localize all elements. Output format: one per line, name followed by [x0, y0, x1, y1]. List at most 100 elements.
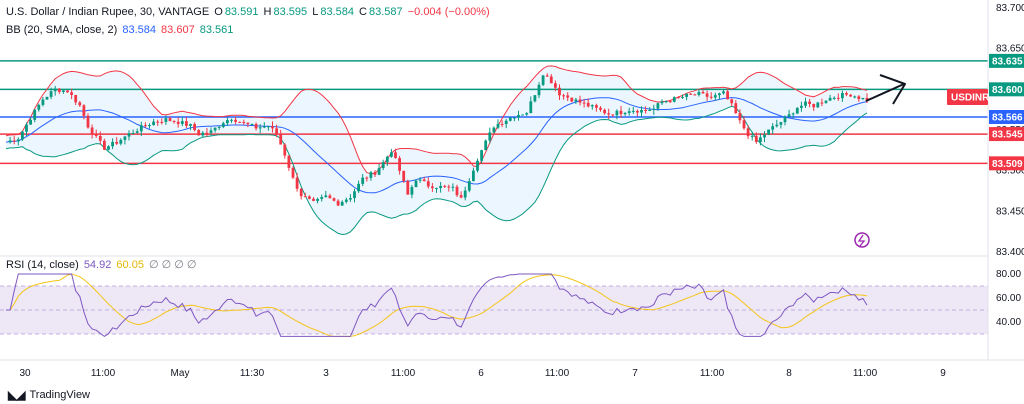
candle-body — [718, 93, 721, 96]
candle-body — [82, 105, 86, 116]
x-tick-label: 11:00 — [391, 368, 416, 379]
candle-body — [226, 120, 229, 124]
candle-body — [545, 75, 549, 77]
rsi-tick-label: 60.00 — [996, 293, 1021, 304]
candle-body — [500, 123, 504, 125]
rsi-line — [6, 273, 868, 338]
candle-body — [279, 134, 283, 145]
candle-body — [439, 185, 442, 189]
candle-body — [492, 127, 496, 133]
rsi-ma-value: 60.05 — [116, 259, 144, 271]
candle-body — [41, 99, 45, 105]
candle-body — [656, 103, 660, 109]
candle-body — [221, 123, 225, 127]
candle-body — [45, 96, 49, 100]
candle-body — [336, 200, 340, 206]
open-label: O — [214, 6, 223, 18]
candle-body — [845, 93, 848, 95]
candle-body — [513, 117, 516, 119]
candle-body — [476, 160, 479, 171]
bollinger-band-fill — [6, 65, 867, 235]
candle-body — [340, 201, 344, 206]
candle-body — [299, 188, 303, 197]
axes: 83.70083.65083.55083.50083.45083.40080.0… — [0, 0, 1024, 379]
candle-body — [426, 181, 430, 187]
candle-body — [820, 102, 824, 104]
candle-body — [787, 114, 791, 117]
candle-body — [619, 110, 623, 115]
bb-legend: BB (20, SMA, close, 2) 83.584 83.607 83.… — [6, 24, 235, 36]
candle-body — [357, 183, 360, 192]
candle-body — [759, 137, 762, 142]
high-label: H — [263, 6, 272, 18]
x-tick-label: 7 — [632, 368, 638, 379]
candle-body — [800, 105, 803, 108]
candle-body — [320, 197, 324, 199]
candle-body — [529, 101, 533, 114]
bollinger-band-lines — [5, 65, 868, 236]
candle-body — [148, 125, 151, 127]
candle-body — [742, 120, 746, 129]
candle-body — [193, 124, 196, 131]
candle-body — [525, 113, 529, 115]
candle-body — [447, 186, 451, 188]
candle-body — [472, 170, 475, 182]
candle-body — [385, 156, 389, 163]
candle-body — [410, 187, 414, 195]
candle-body — [738, 113, 742, 121]
candle-body — [599, 107, 602, 110]
rsi-legend: RSI (14, close) 54.92 60.05 ∅ ∅ ∅ ∅ — [6, 258, 199, 271]
high-value: 83.595 — [273, 6, 308, 18]
candle-body — [217, 126, 221, 128]
candle-body — [49, 91, 53, 97]
candle-body — [562, 95, 565, 97]
candle-body — [677, 97, 680, 99]
candle-body — [328, 195, 332, 199]
candle-body — [828, 97, 832, 101]
y-tick-label: 83.700 — [996, 3, 1024, 14]
candle-body — [590, 105, 594, 107]
chart-extras: USDINR — [854, 74, 990, 248]
x-tick-label: 3 — [323, 368, 329, 379]
candle-body — [353, 191, 356, 199]
bb-basis-value: 83.584 — [122, 24, 156, 36]
candle-body — [804, 101, 807, 106]
candle-body — [135, 131, 139, 133]
candle-body — [611, 114, 615, 116]
x-tick-label: 11:00 — [91, 368, 116, 379]
bb-fill-area — [6, 65, 867, 235]
candle-body — [398, 158, 401, 171]
candle-body — [53, 88, 57, 92]
candle-body — [570, 97, 574, 102]
level-price-tag — [989, 82, 1024, 97]
candle-body — [517, 114, 520, 118]
trend-arrow-shaft — [865, 83, 905, 102]
candle-body — [369, 172, 373, 178]
candle-body — [258, 127, 262, 129]
tradingview-logo[interactable]: ◣◢ TradingView — [8, 388, 90, 402]
candle-body — [213, 127, 217, 131]
x-tick-label: 30 — [19, 368, 31, 379]
candle-body — [131, 132, 135, 134]
candle-body — [672, 97, 676, 102]
candle-body — [431, 186, 434, 189]
candle-body — [861, 97, 865, 100]
candle-body — [98, 135, 102, 141]
candle-body — [554, 83, 557, 88]
candle-body — [730, 99, 734, 104]
candle-body — [123, 136, 127, 140]
candle-body — [90, 127, 94, 135]
candle-body — [791, 113, 795, 115]
level-price-tag — [989, 156, 1024, 171]
candle-body — [152, 121, 155, 126]
candle-body — [631, 110, 635, 112]
horizontal-levels[interactable] — [0, 60, 988, 165]
candle-body — [394, 152, 397, 159]
level-price-tag — [989, 53, 1024, 68]
x-tick-label: 11:00 — [700, 368, 725, 379]
y-tick-label: 83.450 — [996, 206, 1024, 217]
candle-body — [312, 198, 315, 201]
candle-body — [783, 116, 787, 123]
candle-body — [775, 124, 779, 127]
